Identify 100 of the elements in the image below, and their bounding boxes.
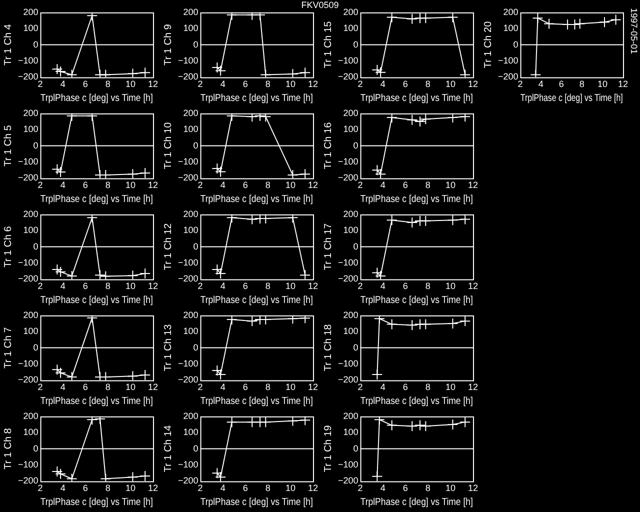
- x-tick-label: 10: [285, 79, 296, 90]
- x-tick-label: 8: [425, 79, 430, 90]
- x-tick-label: 10: [285, 382, 296, 392]
- y-tick-label: 0: [193, 443, 198, 454]
- y-tick-label: 200: [23, 410, 38, 421]
- y-tick-label: 100: [343, 23, 358, 34]
- x-tick-label: 8: [265, 382, 270, 392]
- x-axis-title: TrplPhase c [deg] vs Time [h]: [200, 193, 313, 204]
- x-axis-title: TrplPhase c [deg] vs Time [h]: [360, 294, 473, 305]
- y-tick-label: −200: [338, 374, 358, 385]
- y-tick-label: −200: [338, 172, 358, 183]
- y-tick-label: 0: [33, 241, 38, 252]
- y-axis-title: Tr 1 Ch 15: [322, 20, 334, 68]
- x-axis-title: TrplPhase c [deg] vs Time [h]: [200, 92, 313, 103]
- x-axis-title: TrplPhase c [deg] vs Time [h]: [40, 496, 153, 507]
- x-tick-label: 4: [538, 79, 544, 90]
- y-tick-label: 200: [183, 6, 198, 17]
- y-tick-label: 200: [343, 208, 358, 219]
- y-tick-label: 100: [23, 23, 38, 34]
- x-tick-label: 2: [38, 281, 43, 292]
- y-tick-label: 0: [193, 140, 198, 150]
- x-tick-label: 4: [380, 281, 386, 292]
- x-axis-title: TrplPhase c [deg] vs Time [h]: [360, 395, 473, 406]
- x-tick-label: 4: [220, 382, 226, 392]
- y-axis-title: Tr 1 Ch 14: [162, 424, 174, 472]
- y-axis-title: Tr 1 Ch 12: [162, 222, 174, 270]
- x-tick-label: 10: [445, 382, 456, 392]
- x-tick-label: 8: [265, 483, 270, 494]
- y-tick-label: 200: [23, 108, 38, 118]
- x-tick-label: 12: [148, 382, 158, 392]
- y-tick-label: 200: [503, 6, 518, 17]
- y-tick-label: −100: [18, 459, 38, 470]
- x-tick-label: 12: [148, 180, 158, 190]
- y-tick-label: −200: [18, 476, 38, 486]
- x-tick-label: 4: [380, 483, 386, 494]
- x-axis-title: TrplPhase c [deg] vs Time [h]: [200, 496, 313, 507]
- x-tick-label: 10: [125, 79, 136, 90]
- y-tick-label: 100: [23, 427, 38, 438]
- y-tick-label: 200: [23, 6, 38, 17]
- x-axis-title: TrplPhase c [deg] vs Time [h]: [40, 92, 153, 103]
- y-axis-title: Tr 1 Ch 9: [162, 24, 174, 66]
- x-tick-label: 2: [198, 483, 203, 494]
- x-tick-label: 8: [265, 281, 270, 292]
- x-tick-label: 12: [618, 79, 628, 90]
- y-tick-label: −100: [178, 156, 198, 166]
- y-axis-title: Tr 1 Ch 4: [2, 24, 14, 66]
- x-tick-label: 4: [220, 79, 226, 90]
- x-tick-label: 10: [125, 483, 136, 494]
- y-tick-label: 200: [183, 208, 198, 219]
- x-tick-label: 8: [105, 483, 110, 494]
- x-tick-label: 12: [148, 483, 158, 494]
- x-axis-title: TrplPhase c [deg] vs Time [h]: [360, 92, 473, 103]
- y-tick-label: 100: [23, 124, 38, 134]
- x-tick-label: 2: [358, 79, 363, 90]
- y-tick-label: 100: [183, 326, 198, 336]
- y-tick-label: 0: [353, 342, 358, 352]
- y-tick-label: 200: [183, 410, 198, 421]
- y-tick-label: 200: [343, 310, 358, 320]
- y-tick-label: 200: [183, 310, 198, 320]
- y-tick-label: 200: [23, 208, 38, 219]
- x-axis-title: TrplPhase c [deg] vs Time [h]: [360, 193, 473, 204]
- y-tick-label: 200: [343, 6, 358, 17]
- x-tick-label: 6: [242, 382, 248, 392]
- x-tick-label: 2: [198, 180, 203, 190]
- y-tick-label: −200: [338, 476, 358, 486]
- x-tick-label: 10: [125, 281, 136, 292]
- x-tick-label: 10: [445, 180, 456, 190]
- x-axis-title: TrplPhase c [deg] vs Time [h]: [40, 193, 153, 204]
- x-axis-title: TrplPhase c [deg] vs Time [h]: [40, 294, 153, 305]
- y-tick-label: 100: [183, 225, 198, 236]
- y-tick-label: −200: [18, 172, 38, 183]
- x-tick-label: 6: [402, 483, 408, 494]
- x-tick-label: 8: [105, 382, 110, 392]
- x-tick-label: 4: [220, 281, 226, 292]
- y-tick-label: −200: [178, 72, 198, 82]
- y-tick-label: 200: [343, 410, 358, 421]
- x-tick-label: 6: [242, 281, 248, 292]
- y-tick-label: 0: [33, 443, 38, 454]
- y-tick-label: −100: [338, 257, 358, 268]
- y-tick-label: 200: [23, 310, 38, 320]
- x-tick-label: 10: [445, 79, 456, 90]
- y-tick-label: 100: [23, 225, 38, 236]
- x-tick-label: 12: [468, 483, 478, 494]
- x-tick-label: 2: [38, 483, 43, 494]
- x-tick-label: 6: [242, 180, 248, 190]
- y-tick-label: −200: [178, 172, 198, 183]
- x-tick-label: 4: [380, 79, 386, 90]
- x-tick-label: 12: [308, 79, 318, 90]
- y-tick-label: 200: [343, 108, 358, 118]
- x-tick-label: 8: [105, 79, 110, 90]
- text: FKV0509: [301, 0, 339, 10]
- x-tick-label: 6: [242, 483, 248, 494]
- x-tick-label: 10: [285, 281, 296, 292]
- x-tick-label: 4: [380, 180, 386, 190]
- x-axis-title: TrplPhase c [deg] vs Time [h]: [40, 395, 153, 406]
- x-tick-label: 8: [265, 180, 270, 190]
- y-tick-label: 0: [193, 342, 198, 352]
- x-tick-label: 6: [402, 382, 408, 392]
- y-axis-title: Tr 1 Ch 17: [322, 222, 334, 270]
- y-tick-label: −100: [178, 257, 198, 268]
